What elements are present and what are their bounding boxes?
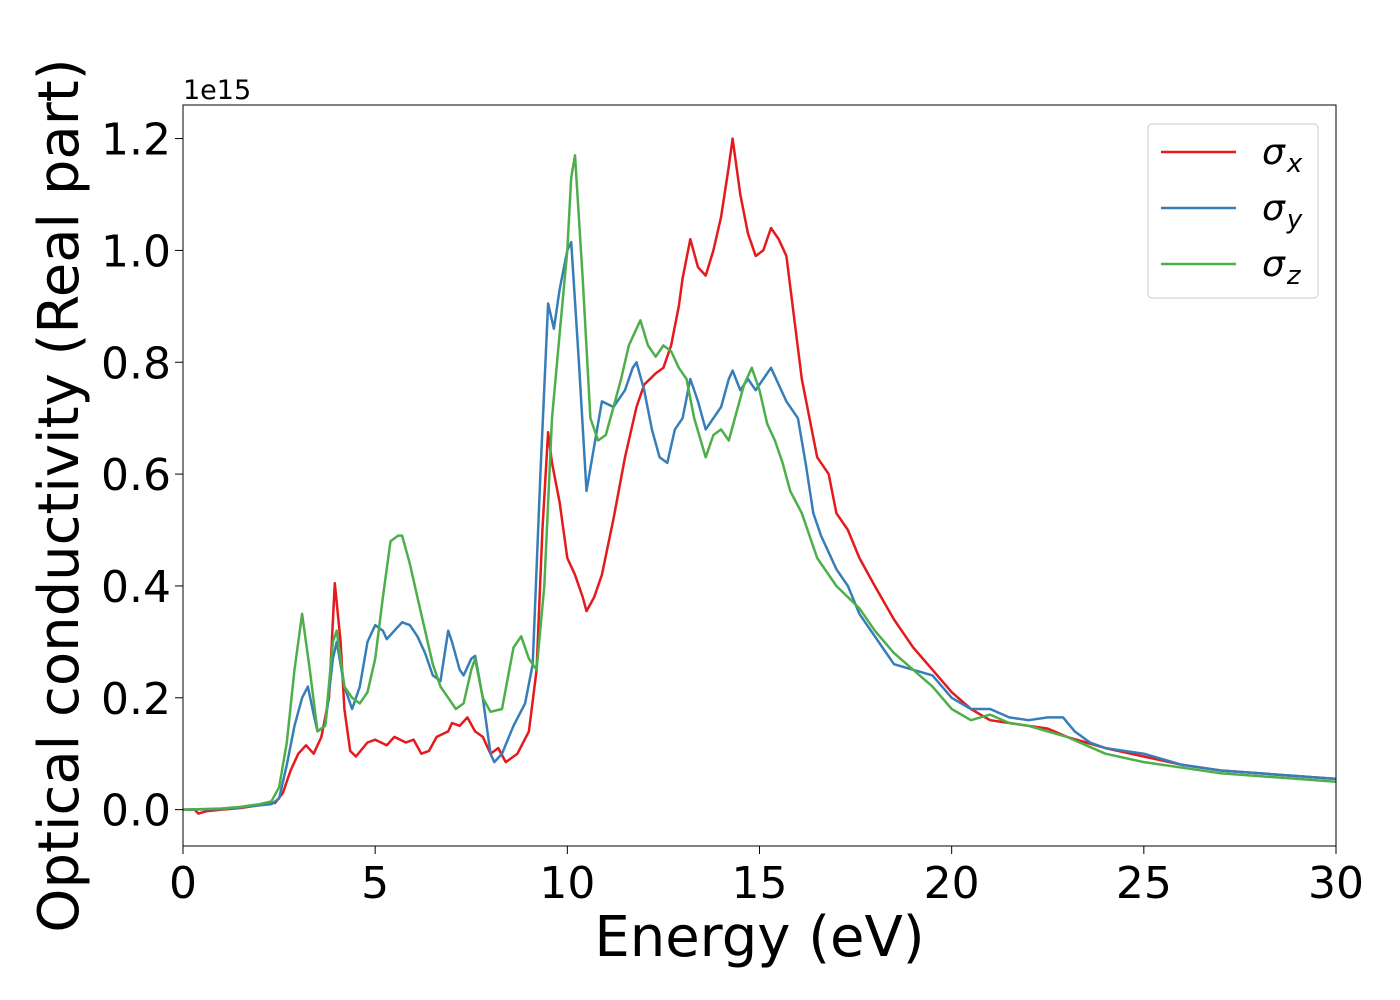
legend-box [1147, 123, 1319, 299]
legend-label: σx [1262, 132, 1303, 179]
y-tick-label: 1.2 [101, 115, 171, 166]
x-tick-label: 15 [732, 858, 788, 909]
legend-label: σz [1262, 244, 1302, 291]
x-tick-label: 25 [1116, 858, 1172, 909]
series-line-y [183, 240, 1336, 811]
x-tick-label: 5 [361, 858, 389, 909]
plot-frame [182, 104, 1337, 847]
x-tick-label: 30 [1308, 858, 1364, 909]
x-tick-label: 20 [924, 858, 980, 909]
series-lines [183, 137, 1336, 815]
y-axis-label: Optical conductivity (Real part) [27, 58, 92, 932]
y-tick-label: 0.2 [101, 674, 171, 725]
legend-item-x: σx [1161, 132, 1303, 179]
legend: σx σy σz [1147, 123, 1319, 299]
x-axis-label: Energy (eV) [594, 905, 924, 970]
x-axis-tick-labels: 0 5 10 15 20 25 30 [169, 858, 1364, 909]
series-line-x [183, 137, 1336, 815]
x-tick-label: 10 [539, 858, 595, 909]
y-offset-label: 1e15 [183, 75, 251, 106]
y-tick-label: 0.6 [101, 450, 171, 501]
axis-ticks [175, 138, 1337, 854]
y-tick-label: 0.8 [101, 338, 171, 389]
y-tick-label: 1.0 [101, 226, 171, 277]
y-tick-label: 0.4 [101, 562, 171, 613]
y-axis-tick-labels: 0.0 0.2 0.4 0.6 0.8 1.0 1.2 [101, 115, 171, 837]
legend-label: σy [1262, 188, 1303, 235]
y-tick-label: 0.0 [101, 786, 171, 837]
x-tick-label: 0 [169, 858, 197, 909]
series-line-z [183, 154, 1336, 811]
legend-item-y: σy [1161, 188, 1303, 235]
legend-item-z: σz [1161, 244, 1302, 291]
